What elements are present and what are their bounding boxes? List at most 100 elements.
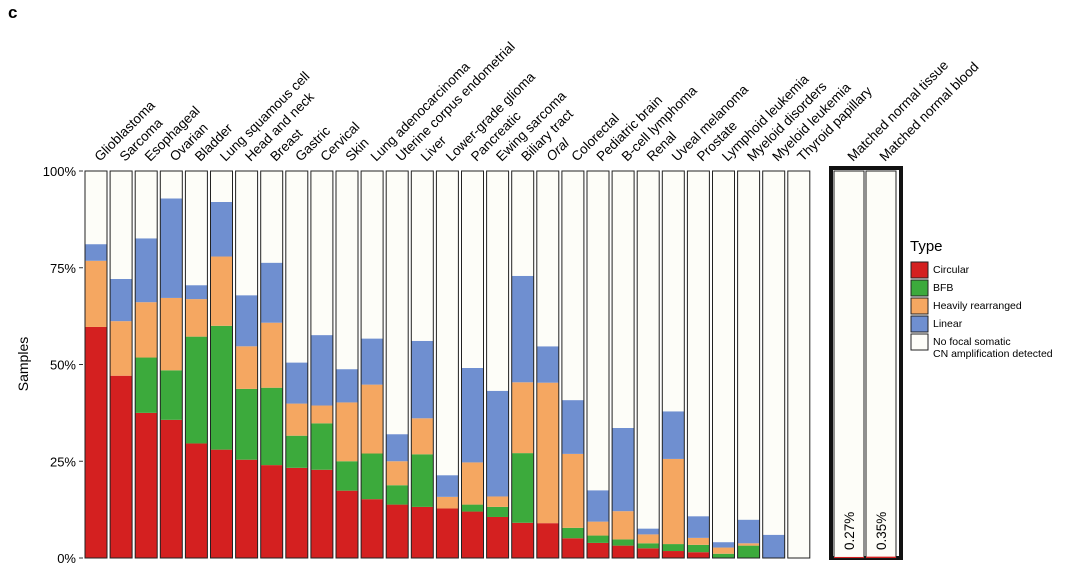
bar-segment-heavily-rearranged: [310, 405, 333, 424]
y-tick-label: 75%: [50, 261, 76, 276]
bar-segment-linear: [135, 238, 158, 303]
data-label: 0.35%: [874, 512, 889, 550]
legend-swatch-linear: [910, 315, 929, 333]
bar-segment-heavily-rearranged: [536, 382, 559, 524]
bar-segment-no-focal-somatic-cn-amplification-detected: [787, 171, 810, 558]
bar-segment-circular: [110, 375, 133, 558]
bar-outline: [84, 170, 108, 559]
bar-outline: [611, 170, 635, 559]
bar-ovarian: [159, 170, 183, 559]
bar-segment-heavily-rearranged: [386, 461, 409, 486]
bar-segment-circular: [612, 545, 635, 558]
legend-label: Circular: [933, 264, 970, 276]
bar-segment-linear: [587, 490, 609, 522]
bar-pediatric-brain: [586, 170, 610, 559]
bar-segment-no-focal-somatic-cn-amplification-detected: [662, 171, 685, 412]
bar-lymphoid-leukemia: [712, 170, 735, 559]
bar-cervical: [310, 170, 334, 559]
bar-segment-linear: [612, 427, 635, 512]
bar-outline: [661, 170, 685, 559]
bar-segment-linear: [461, 367, 484, 463]
bar-segment-heavily-rearranged: [612, 511, 635, 540]
bar-segment-bfb: [336, 461, 358, 491]
bar-outline: [511, 170, 535, 559]
y-tick-label: 50%: [50, 358, 76, 373]
bar-segment-bfb: [612, 539, 635, 546]
legend-swatch-circular: [910, 261, 929, 279]
bar-segment-circular: [260, 465, 283, 558]
bar-renal: [636, 170, 660, 559]
bar-segment-linear: [160, 198, 183, 298]
bar-gastric: [285, 170, 309, 559]
bar-segment-no-focal-somatic-cn-amplification-detected: [737, 171, 760, 520]
bar-biliary-tract: [511, 170, 535, 559]
bar-segment-linear: [85, 244, 107, 261]
bar-segment-bfb: [587, 535, 609, 543]
y-tick-label: 0%: [57, 551, 76, 566]
bar-segment-circular: [436, 508, 459, 558]
bar-segment-no-focal-somatic-cn-amplification-detected: [712, 171, 735, 543]
bar-segment-circular: [587, 542, 609, 558]
bar-segment-bfb: [185, 336, 208, 444]
bar-segment-heavily-rearranged: [160, 297, 183, 371]
bar-segment-no-focal-somatic-cn-amplification-detected: [587, 171, 609, 491]
bar-myeloid-leukemia: [762, 170, 786, 559]
bar-lower-grade-glioma: [435, 170, 459, 559]
bar-segment-circular: [210, 449, 233, 558]
bar-outline: [435, 170, 459, 559]
bar-uterine-corpus-endometrial: [385, 170, 409, 559]
bar-bladder: [184, 170, 208, 559]
legend-swatch-bfb: [910, 279, 929, 297]
bar-segment-circular: [361, 499, 384, 558]
bar-colorectal: [561, 170, 585, 559]
bar-segment-linear: [436, 475, 459, 497]
legend-label: BFB: [933, 282, 953, 294]
bar-outline: [536, 170, 560, 559]
bar-segment-bfb: [461, 504, 484, 512]
bar-segment-bfb: [135, 357, 158, 413]
bar-segment-heavily-rearranged: [235, 346, 258, 389]
bar-segment-no-focal-somatic-cn-amplification-detected: [486, 171, 509, 391]
bar-segment-circular: [511, 522, 534, 558]
bar-outline: [686, 170, 710, 559]
bar-segment-linear: [712, 542, 735, 548]
bar-outline: [385, 170, 409, 559]
bar-segment-detected: [866, 556, 896, 558]
legend-label: Linear: [933, 318, 963, 330]
bar-segment-bfb: [310, 423, 333, 470]
bar-segment-bfb: [285, 435, 308, 468]
bar-segment-bfb: [411, 454, 434, 507]
bar-matched-normal-blood: [865, 170, 897, 559]
bar-segment-linear: [411, 340, 434, 419]
bar-segment-circular: [185, 443, 208, 558]
bar-liver: [410, 170, 434, 559]
bar-segment-linear: [336, 369, 358, 403]
bar-segment-heavily-rearranged: [411, 418, 434, 455]
bar-segment-heavily-rearranged: [110, 321, 133, 376]
bar-segment-linear: [210, 201, 233, 257]
bar-segment-detected: [834, 556, 864, 558]
bar-segment-no-focal-somatic-cn-amplification-detected: [336, 171, 358, 370]
bar-segment-no-focal-somatic-cn-amplification-detected: [411, 171, 434, 341]
bar-outline: [109, 170, 133, 559]
bar-segment-heavily-rearranged: [637, 534, 660, 544]
x-axis-labels: GlioblastomaSarcomaEsophagealOvarianBlad…: [92, 39, 876, 164]
bar-segment-circular: [486, 516, 509, 558]
bar-segment-circular: [386, 504, 409, 558]
bar-segment-no-focal-somatic-cn-amplification-detected: [110, 171, 133, 279]
bar-outline: [636, 170, 660, 559]
y-tick-label: 100%: [43, 164, 77, 179]
bar-outline: [285, 170, 309, 559]
bar-segment-bfb: [235, 388, 258, 460]
bar-segment-no-focal-somatic-cn-amplification-detected: [235, 171, 258, 296]
bar-segment-linear: [260, 262, 283, 323]
bar-lung-adenocarcinoma: [360, 170, 384, 559]
bar-outline: [159, 170, 183, 559]
bar-segment-linear: [310, 335, 333, 406]
bar-segment-heavily-rearranged: [135, 302, 158, 358]
y-axis-label: Samples: [15, 337, 31, 391]
bar-outline: [762, 170, 786, 559]
bar-segment-no-focal-somatic-cn-amplification-detected: [361, 171, 384, 339]
